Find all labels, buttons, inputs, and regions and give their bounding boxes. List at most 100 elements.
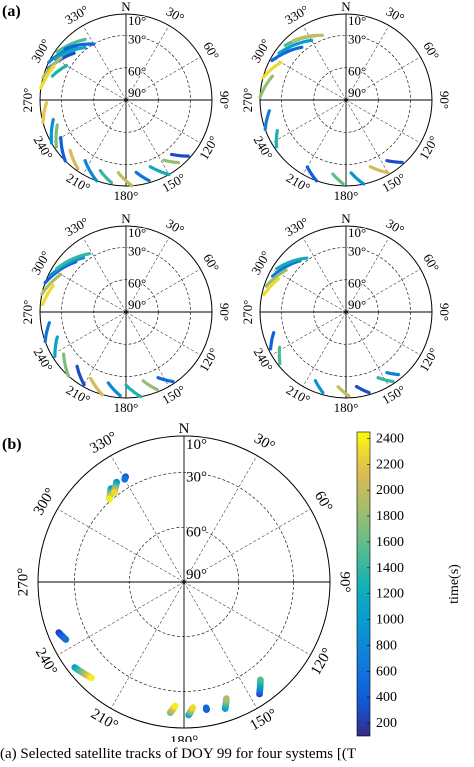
azimuth-spoke-330 xyxy=(82,25,127,101)
satellite-track xyxy=(63,42,96,51)
azimuth-label-60: 60° xyxy=(311,489,335,515)
colorbar-tick-label: 2000 xyxy=(376,483,404,498)
azimuth-label-60: 60° xyxy=(200,251,222,274)
track-point xyxy=(223,695,230,702)
azimuth-label-240: 240° xyxy=(32,645,60,678)
skyplot-a4: 30°60°90°120°150°180°210°240°270°300°330… xyxy=(240,211,452,415)
colorbar-bar xyxy=(356,431,371,737)
satellite-track xyxy=(264,268,288,288)
azimuth-label-180: 180° xyxy=(114,188,139,203)
azimuth-label-180: 180° xyxy=(170,733,199,742)
elevation-label-60: 60° xyxy=(186,524,207,540)
colorbar-tick-label: 2200 xyxy=(376,457,404,472)
satellite-track xyxy=(41,101,49,124)
colorbar-tick-label: 1200 xyxy=(376,587,404,602)
azimuth-label-30: 30° xyxy=(251,431,277,455)
panel-a-label: (a) xyxy=(2,3,21,20)
satellite-track xyxy=(291,33,325,43)
azimuth-spoke-30 xyxy=(125,237,170,313)
azimuth-spoke-150 xyxy=(125,311,170,387)
track-point xyxy=(62,636,70,643)
satellite-track xyxy=(40,283,55,307)
azimuth-label-270: 270° xyxy=(240,300,255,325)
azimuth-label-240: 240° xyxy=(251,345,276,374)
elevation-label-90: 90° xyxy=(186,567,207,583)
azimuth-label-180: 180° xyxy=(114,400,139,415)
satellite-track xyxy=(277,38,314,55)
azimuth-spoke-210 xyxy=(110,581,185,709)
azimuth-spoke-240 xyxy=(271,311,347,356)
azimuth-spoke-150 xyxy=(345,99,390,175)
elevation-label-60: 60° xyxy=(348,276,366,291)
colorbar: 200 400 600 800 1000 1200 1400 1600 1800 2000 2200… xyxy=(356,431,462,737)
azimuth-label-150: 150° xyxy=(247,706,280,734)
colorbar-tick-label: 1800 xyxy=(376,509,404,524)
azimuth-label-30: 30° xyxy=(384,216,407,238)
azimuth-spoke-30 xyxy=(183,455,258,583)
satellite-track xyxy=(270,45,304,63)
azimuth-label-270: 270° xyxy=(240,88,255,113)
satellite-track xyxy=(305,165,319,183)
track-point xyxy=(257,676,264,684)
azimuth-spoke-120 xyxy=(345,99,421,144)
satellite-track xyxy=(98,169,114,185)
satellite-track xyxy=(349,171,366,186)
azimuth-label-30: 30° xyxy=(164,4,187,26)
azimuth-label-150: 150° xyxy=(159,382,188,407)
azimuth-label-90: 90° xyxy=(337,572,353,593)
satellite-track xyxy=(261,60,283,80)
azimuth-label-270: 270° xyxy=(20,300,35,325)
north-label: N xyxy=(341,0,351,14)
elevation-label-90: 90° xyxy=(128,85,146,100)
azimuth-spoke-210 xyxy=(82,311,127,387)
satellite-track xyxy=(48,256,86,277)
elevation-label-10: 10° xyxy=(128,13,146,28)
elevation-label-10: 10° xyxy=(348,13,366,28)
satellite-track xyxy=(275,256,309,271)
colorbar-tick-label: 1400 xyxy=(376,561,404,576)
satellite-track xyxy=(75,364,86,387)
azimuth-label-210: 210° xyxy=(64,170,93,195)
elevation-label-30: 30° xyxy=(348,243,366,258)
azimuth-label-150: 150° xyxy=(379,382,408,407)
azimuth-spoke-30 xyxy=(345,25,390,101)
satellite-track xyxy=(277,345,282,366)
azimuth-spoke-300 xyxy=(271,268,347,313)
track-point xyxy=(88,674,95,682)
colorbar-label: time(s) xyxy=(447,564,462,604)
azimuth-spoke-60 xyxy=(345,268,421,313)
satellite-track xyxy=(50,63,69,78)
azimuth-label-210: 210° xyxy=(284,170,313,195)
azimuth-spoke-60 xyxy=(125,268,201,313)
satellite-track xyxy=(385,159,404,164)
track-point xyxy=(111,489,118,497)
azimuth-label-60: 60° xyxy=(420,39,442,62)
colorbar-tick-label: 600 xyxy=(376,664,397,679)
satellite-track xyxy=(331,172,345,186)
azimuth-label-120: 120° xyxy=(416,133,441,162)
satellite-track xyxy=(53,335,59,358)
satellite-track xyxy=(262,277,280,297)
azimuth-spoke-240 xyxy=(51,99,127,144)
elevation-label-30: 30° xyxy=(128,31,146,46)
satellite-track xyxy=(55,37,87,54)
satellite-track xyxy=(162,158,181,165)
track-point xyxy=(202,704,210,712)
satellite-track xyxy=(368,165,390,175)
elevation-label-60: 60° xyxy=(128,276,146,291)
satellite-track xyxy=(59,136,67,163)
azimuth-spoke-300 xyxy=(51,56,127,101)
elevation-label-30: 30° xyxy=(186,470,207,486)
satellite-track xyxy=(53,45,87,61)
satellite-track xyxy=(170,152,190,158)
azimuth-spoke-210 xyxy=(82,99,127,175)
azimuth-label-30: 30° xyxy=(164,216,187,238)
elevation-label-90: 90° xyxy=(128,297,146,312)
elevation-label-90: 90° xyxy=(348,297,366,312)
satellite-track xyxy=(41,56,63,80)
satellite-track xyxy=(269,331,276,351)
azimuth-label-90: 90° xyxy=(437,91,452,109)
satellite-track xyxy=(354,384,371,395)
satellite-track xyxy=(134,170,151,183)
